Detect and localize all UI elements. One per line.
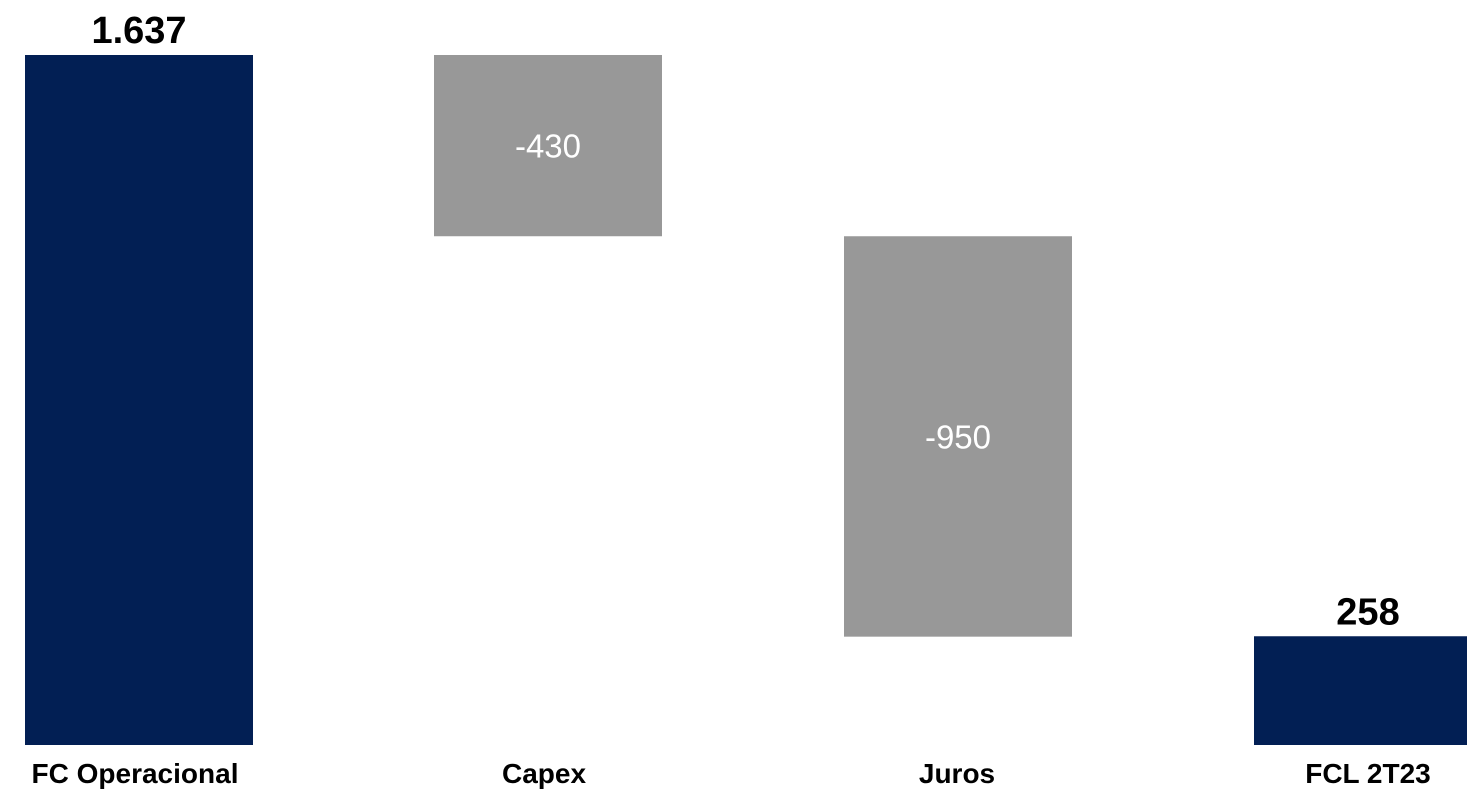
category-label-fc-operacional: FC Operacional (32, 758, 239, 789)
chart-value-labels: 1.637 -430 -950 258 (91, 10, 1399, 633)
data-label-capex: -430 (515, 128, 581, 165)
bar-capex (434, 55, 662, 237)
chart-category-labels: FC Operacional Capex Juros FCL 2T23 (32, 758, 1431, 789)
data-label-fc-operacional: 1.637 (91, 10, 186, 52)
category-label-juros: Juros (919, 758, 995, 789)
category-label-capex: Capex (502, 758, 586, 789)
bar-fc-operacional (25, 55, 253, 745)
bar-fcl-2t23 (1254, 636, 1467, 745)
chart-bars (25, 55, 1467, 745)
bar-juros (844, 236, 1072, 637)
data-label-juros: -950 (925, 418, 991, 455)
data-label-fcl-2t23: 258 (1336, 591, 1399, 633)
category-label-fcl-2t23: FCL 2T23 (1305, 758, 1431, 789)
